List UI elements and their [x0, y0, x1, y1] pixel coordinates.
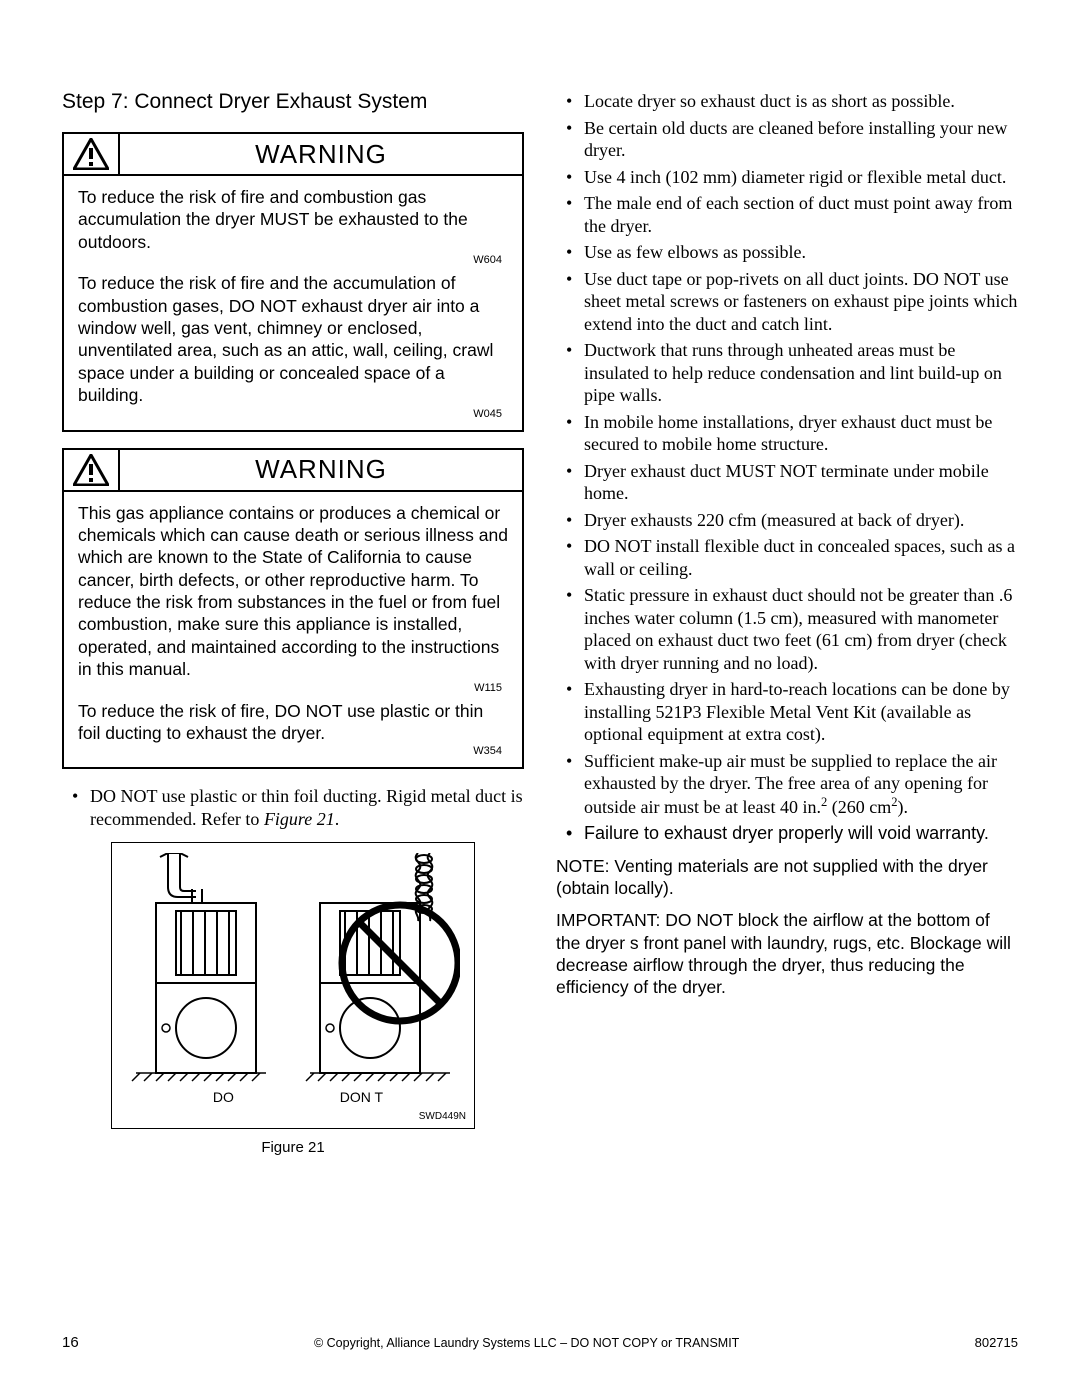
footer-copyright: © Copyright, Alliance Laundry Systems LL… — [79, 1336, 975, 1350]
warning2-para2: To reduce the risk of fire, DO NOT use p… — [78, 700, 508, 745]
figure-caption: Figure 21 — [62, 1139, 524, 1156]
left-column: Step 7: Connect Dryer Exhaust System WAR… — [62, 90, 524, 1156]
warning2-code1: W115 — [78, 683, 502, 694]
figure-dont-label: DON T — [340, 1089, 383, 1105]
figure-dont-svg — [300, 853, 460, 1083]
figure-ref: Figure 21 — [264, 809, 335, 829]
warning-box-1: WARNING To reduce the risk of fire and c… — [62, 132, 524, 432]
warning1-code1: W604 — [78, 255, 502, 266]
list-item-warranty: Failure to exhaust dryer properly will v… — [556, 822, 1018, 845]
list-item: Dryer exhausts 220 cfm (measured at back… — [556, 509, 1018, 532]
warning-icon — [64, 134, 120, 174]
list-item: DO NOT use plastic or thin foil ducting.… — [62, 785, 524, 830]
right-column: Locate dryer so exhaust duct is as short… — [556, 90, 1018, 1156]
figure-do-label: DO — [213, 1089, 234, 1105]
warning1-code2: W045 — [78, 409, 502, 420]
figure-code: SWD449N — [120, 1111, 466, 1122]
list-item: Use duct tape or pop-rivets on all duct … — [556, 268, 1018, 336]
left-bullet-list: DO NOT use plastic or thin foil ducting.… — [62, 785, 524, 830]
figure-do-svg — [126, 853, 276, 1083]
page-number: 16 — [62, 1334, 79, 1351]
list-item: In mobile home installations, dryer exha… — [556, 411, 1018, 456]
list-item: Static pressure in exhaust duct should n… — [556, 584, 1018, 674]
list-item: Exhausting dryer in hard-to-reach locati… — [556, 678, 1018, 746]
list-item: Use 4 inch (102 mm) diameter rigid or fl… — [556, 166, 1018, 189]
list-item: The male end of each section of duct mus… — [556, 192, 1018, 237]
step-heading: Step 7: Connect Dryer Exhaust System — [62, 90, 524, 114]
footer-docnum: 802715 — [975, 1335, 1018, 1350]
warning1-para2: To reduce the risk of fire and the accum… — [78, 272, 508, 406]
warning1-para1: To reduce the risk of fire and combustio… — [78, 186, 508, 253]
warning-icon — [64, 450, 120, 490]
page-footer: 16 © Copyright, Alliance Laundry Systems… — [62, 1334, 1018, 1351]
right-bullet-list: Locate dryer so exhaust duct is as short… — [556, 90, 1018, 845]
list-item: Dryer exhaust duct MUST NOT terminate un… — [556, 460, 1018, 505]
important-airflow: IMPORTANT: DO NOT block the airflow at t… — [556, 909, 1018, 999]
warning2-code2: W354 — [78, 746, 502, 757]
warning-box-2: WARNING This gas appliance contains or p… — [62, 448, 524, 770]
warning2-para1: This gas appliance contains or produces … — [78, 502, 508, 681]
list-item: Be certain old ducts are cleaned before … — [556, 117, 1018, 162]
list-item: Locate dryer so exhaust duct is as short… — [556, 90, 1018, 113]
list-item: Ductwork that runs through unheated area… — [556, 339, 1018, 407]
list-item: Use as few elbows as possible. — [556, 241, 1018, 264]
warning-title: WARNING — [120, 450, 522, 490]
note-venting: NOTE: Venting materials are not supplied… — [556, 855, 1018, 900]
warning-title: WARNING — [120, 134, 522, 174]
figure-21: DO DON T SWD449N Figure 21 — [62, 842, 524, 1156]
list-item: Sufficient make-up air must be supplied … — [556, 750, 1018, 819]
list-item: DO NOT install flexible duct in conceale… — [556, 535, 1018, 580]
